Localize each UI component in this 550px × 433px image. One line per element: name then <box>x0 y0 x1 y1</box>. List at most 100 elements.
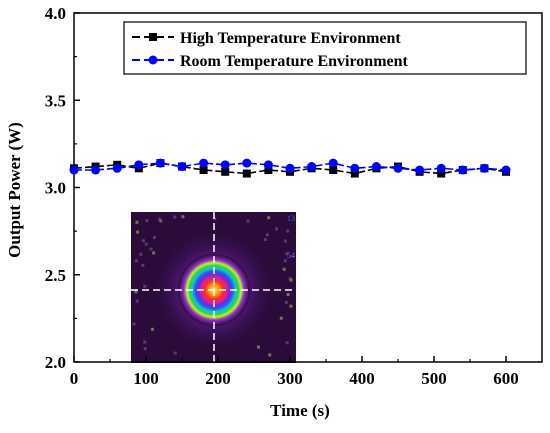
inset-noise-pixel <box>282 267 286 271</box>
room-temp-point <box>199 158 209 168</box>
legend-marker-square <box>149 33 157 41</box>
inset-noise-pixel <box>181 215 185 219</box>
room-temp-point <box>263 160 273 170</box>
legend-entry-room-temp: Room Temperature Environment <box>132 53 409 70</box>
room-temp-point <box>371 162 381 172</box>
room-temp-point <box>69 165 79 175</box>
inset-noise-pixel <box>275 227 278 231</box>
room-temp-point <box>285 163 295 173</box>
x-tick-label: 300 <box>277 369 303 388</box>
room-temp-point <box>177 162 187 172</box>
x-axis-title: Time (s) <box>270 401 330 420</box>
high-temp-point <box>199 166 208 175</box>
y-axis-title: Output Power (W) <box>5 122 24 258</box>
high-temp-point <box>242 169 251 178</box>
inset-noise-pixel <box>135 220 139 224</box>
y-tick-label: 2.0 <box>45 353 66 372</box>
room-temp-point <box>415 165 425 175</box>
inset-noise-pixel <box>144 242 148 246</box>
legend-entry-high-temp: High Temperature Environment <box>132 30 401 47</box>
legend-label-high-temp: High Temperature Environment <box>180 30 401 47</box>
inset-label-side: 54 <box>287 251 295 260</box>
room-temp-point <box>307 162 317 172</box>
inset-noise-pixel <box>135 299 139 303</box>
high-temp-point <box>437 169 446 178</box>
inset-noise-pixel <box>173 215 177 219</box>
inset-noise-pixel <box>286 229 290 233</box>
legend: High Temperature Environment Room Temper… <box>123 21 527 75</box>
inset-noise-pixel <box>143 347 147 351</box>
inset-noise-pixel <box>285 252 289 256</box>
room-temp-point <box>242 158 252 168</box>
room-temp-point <box>112 163 122 173</box>
room-temp-point <box>155 158 165 168</box>
x-tick-label: 200 <box>205 369 231 388</box>
y-tick-label: 3.0 <box>45 179 66 198</box>
high-temp-point <box>264 166 273 175</box>
inset-noise-pixel <box>152 251 156 255</box>
room-temp-point <box>220 160 230 170</box>
beam-profile-inset: 13 54 <box>131 212 296 363</box>
inset-noise-pixel <box>134 259 138 263</box>
y-tick-label: 2.5 <box>45 266 66 285</box>
inset-noise-pixel <box>152 236 156 239</box>
legend-box <box>123 21 527 75</box>
inset-noise-pixel <box>284 300 288 304</box>
inset-noise-pixel <box>143 340 147 344</box>
high-temp-point <box>329 166 338 175</box>
inset-noise-pixel <box>173 351 177 355</box>
inset-noise-pixel <box>286 293 290 296</box>
inset-noise-pixel <box>283 239 287 243</box>
inset-noise-pixel <box>246 219 250 223</box>
inset-noise-pixel <box>289 304 293 308</box>
high-temp-point <box>221 167 230 176</box>
x-tick-label: 400 <box>349 369 375 388</box>
inset-noise-pixel <box>285 341 289 345</box>
inset-noise-pixel <box>268 353 272 357</box>
inset-noise-pixel <box>289 278 293 282</box>
room-temp-point <box>328 158 338 168</box>
series-group <box>69 158 511 178</box>
series-line-room-temp <box>74 162 507 171</box>
inset-noise-pixel <box>134 290 138 294</box>
y-tick-label: 4.0 <box>45 4 66 23</box>
room-temp-point <box>134 160 144 170</box>
inset-noise-pixel <box>136 230 140 234</box>
inset-noise-pixel <box>145 219 149 222</box>
room-temp-point <box>91 165 101 175</box>
room-temp-point <box>501 165 511 175</box>
inset-noise-pixel <box>267 216 271 220</box>
inset-noise-pixel <box>159 219 163 223</box>
series-line-high-temp <box>73 162 507 175</box>
x-tick-label: 100 <box>133 369 159 388</box>
legend-label-room-temp: Room Temperature Environment <box>180 53 409 70</box>
room-temp-point <box>458 165 468 175</box>
inset-noise-pixel <box>283 259 287 263</box>
inset-noise-pixel <box>141 239 145 243</box>
x-tick-label: 500 <box>421 369 447 388</box>
inset-noise-pixel <box>279 316 283 320</box>
x-tick-label: 0 <box>70 369 79 388</box>
room-temp-point <box>479 163 489 173</box>
inset-noise-pixel <box>132 322 136 326</box>
inset-noise-pixel <box>158 217 161 221</box>
room-temp-point <box>393 163 403 173</box>
inset-noise-pixel <box>257 345 260 349</box>
inset-label-top: 13 <box>287 214 295 223</box>
x-tick-label: 600 <box>493 369 519 388</box>
inset-noise-pixel <box>263 238 267 241</box>
y-tick-label: 3.5 <box>45 91 66 110</box>
inset-noise-pixels <box>132 215 293 357</box>
inset-noise-pixel <box>143 284 147 288</box>
inset-noise-pixel <box>139 252 143 256</box>
room-temp-point <box>436 163 446 173</box>
inset-noise-pixel <box>151 327 154 331</box>
inset-noise-pixel <box>149 247 153 251</box>
inset-noise-pixel <box>141 263 145 267</box>
axis-ticks: 0 100 200 300 400 500 600 2.0 2.5 3.0 3.5 4.0 <box>45 4 519 388</box>
room-temp-point <box>350 163 360 173</box>
high-temp-point <box>350 169 359 178</box>
inset-noise-pixel <box>265 233 269 237</box>
